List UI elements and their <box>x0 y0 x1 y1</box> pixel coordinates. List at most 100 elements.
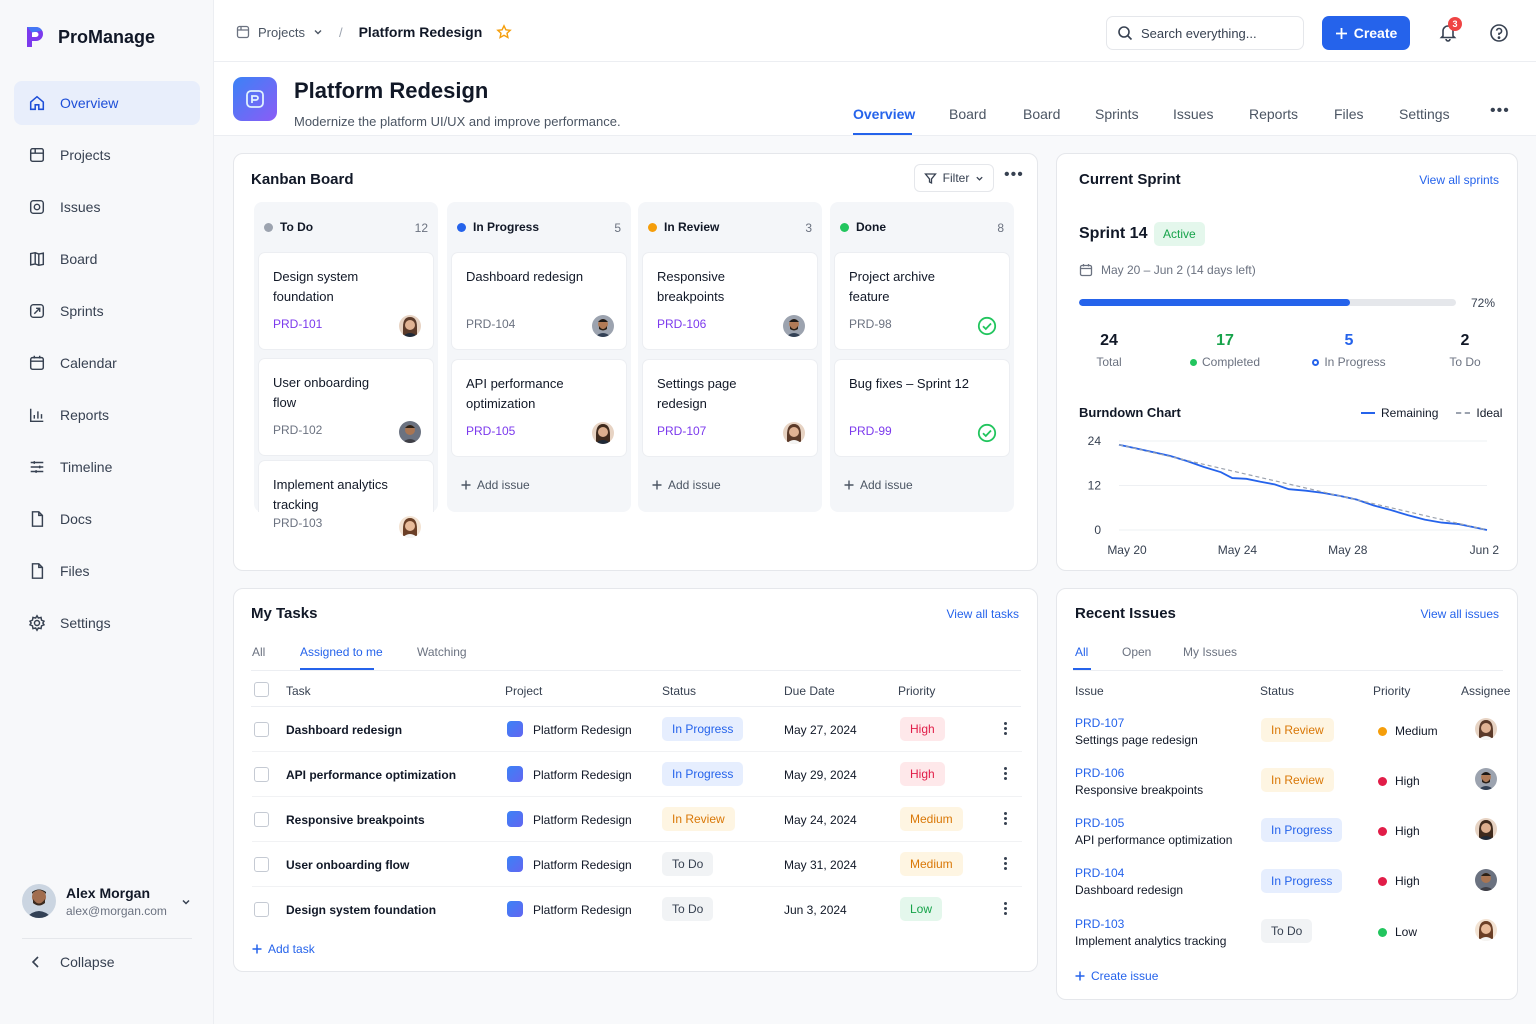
tab-reports[interactable]: Reports <box>1249 106 1299 122</box>
tab-sprints[interactable]: Sprints <box>1095 106 1139 122</box>
issue-id[interactable]: PRD-104 <box>1075 866 1125 880</box>
column-header: To Do <box>264 220 313 234</box>
create-button[interactable]: Create <box>1322 16 1410 50</box>
divider <box>251 670 1021 671</box>
view-all-tasks-link[interactable]: View all tasks <box>946 607 1019 621</box>
sidebar-item-sprints[interactable]: Sprints <box>14 289 200 333</box>
sidebar-item-docs[interactable]: Docs <box>14 497 200 541</box>
filter-button[interactable]: Filter <box>914 164 994 192</box>
star-icon[interactable] <box>496 24 513 40</box>
table-row[interactable]: Design system foundation Platform Redesi… <box>252 887 1022 932</box>
notifications-button[interactable]: 3 <box>1438 17 1462 45</box>
legend-remaining: Remaining <box>1381 406 1439 420</box>
sidebar-item-files[interactable]: Files <box>14 549 200 593</box>
app-logo[interactable]: ProManage <box>24 24 155 50</box>
user-profile[interactable]: Alex Morgan alex@morgan.com <box>22 884 192 918</box>
row-checkbox[interactable] <box>254 857 269 872</box>
more-tabs-button[interactable]: ••• <box>1490 102 1510 119</box>
row-menu-button[interactable] <box>1004 767 1008 782</box>
select-all-checkbox[interactable] <box>254 682 269 697</box>
issue-id[interactable]: PRD-105 <box>1075 816 1125 830</box>
task-name[interactable]: User onboarding flow <box>286 858 410 872</box>
tasks-tab-assigned[interactable]: Assigned to me <box>300 645 383 659</box>
tab-board[interactable]: Board <box>949 106 987 122</box>
add-task-button[interactable]: Add task <box>252 942 315 956</box>
chevron-down-icon[interactable] <box>180 896 192 908</box>
sidebar-item-timeline[interactable]: Timeline <box>14 445 200 489</box>
tab-board-2[interactable]: Board <box>1023 106 1061 122</box>
issue-card[interactable]: User onboarding flow PRD-102 <box>258 358 434 456</box>
table-row[interactable]: Dashboard redesign Platform Redesign In … <box>252 707 1022 752</box>
card-id: PRD-102 <box>273 423 323 437</box>
row-checkbox[interactable] <box>254 722 269 737</box>
task-project: Platform Redesign <box>533 813 632 827</box>
gear-icon <box>28 614 46 632</box>
sidebar-item-overview[interactable]: Overview <box>14 81 200 125</box>
task-name[interactable]: Design system foundation <box>286 903 437 917</box>
table-row[interactable]: User onboarding flow Platform Redesign T… <box>252 842 1022 887</box>
legend-ideal: Ideal <box>1476 406 1503 420</box>
view-all-issues-link[interactable]: View all issues <box>1420 607 1499 621</box>
issue-card[interactable]: Responsive breakpoints PRD-106 <box>642 252 818 350</box>
row-menu-button[interactable] <box>1004 812 1008 827</box>
issues-tab-my-issues[interactable]: My Issues <box>1183 645 1238 659</box>
column-count: 3 <box>805 221 812 235</box>
tab-files[interactable]: Files <box>1334 106 1364 122</box>
tasks-tab-all[interactable]: All <box>252 645 266 659</box>
issue-card[interactable]: Design system foundation PRD-101 <box>258 252 434 350</box>
row-menu-button[interactable] <box>1004 857 1008 872</box>
issue-id[interactable]: PRD-107 <box>1075 716 1125 730</box>
row-checkbox[interactable] <box>254 767 269 782</box>
issue-card[interactable]: Project archive feature PRD-98 <box>834 252 1010 350</box>
top-bar: Projects / Platform Redesign Search ever… <box>214 0 1536 62</box>
kanban-more-button[interactable]: ••• <box>1004 166 1024 183</box>
row-checkbox[interactable] <box>254 902 269 917</box>
search-input[interactable]: Search everything... <box>1106 16 1304 50</box>
issue-card[interactable]: API performance optimization PRD-105 <box>451 359 627 457</box>
issue-card[interactable]: Settings page redesign PRD-107 <box>642 359 818 457</box>
tab-issues[interactable]: Issues <box>1173 106 1214 122</box>
issue-card[interactable]: Dashboard redesign PRD-104 <box>451 252 627 350</box>
issue-card[interactable]: Bug fixes – Sprint 12 PRD-99 <box>834 359 1010 457</box>
issues-tab-open[interactable]: Open <box>1122 645 1152 659</box>
issues-tab-all[interactable]: All <box>1075 645 1089 659</box>
row-menu-button[interactable] <box>1004 722 1008 737</box>
task-name[interactable]: Responsive breakpoints <box>286 813 425 827</box>
add-issue-button[interactable]: Add issue <box>461 478 530 492</box>
task-name[interactable]: API performance optimization <box>286 768 457 782</box>
tasks-tab-watching[interactable]: Watching <box>417 645 467 659</box>
tab-settings[interactable]: Settings <box>1399 106 1450 122</box>
column-name: In Progress <box>473 220 540 234</box>
breadcrumb-projects[interactable]: Projects <box>258 24 305 40</box>
issue-id[interactable]: PRD-103 <box>1075 917 1125 931</box>
sidebar-item-board[interactable]: Board <box>14 237 200 281</box>
task-name[interactable]: Dashboard redesign <box>286 723 403 737</box>
add-issue-button[interactable]: Add issue <box>844 478 913 492</box>
issue-id[interactable]: PRD-106 <box>1075 766 1125 780</box>
row-menu-button[interactable] <box>1004 902 1008 917</box>
sidebar-item-reports[interactable]: Reports <box>14 393 200 437</box>
chevron-down-icon[interactable] <box>313 27 323 37</box>
issue-card[interactable]: Implement analytics tracking PRD-103 <box>258 460 434 538</box>
sidebar-item-label: Sprints <box>60 303 104 319</box>
help-icon[interactable] <box>1489 23 1509 43</box>
add-issue-button[interactable]: Add issue <box>652 478 721 492</box>
sidebar-item-calendar[interactable]: Calendar <box>14 341 200 385</box>
status-dot <box>840 222 849 232</box>
table-row[interactable]: Responsive breakpoints Platform Redesign… <box>252 797 1022 842</box>
filter-label: Filter <box>942 171 970 185</box>
row-checkbox[interactable] <box>254 812 269 827</box>
create-issue-button[interactable]: Create issue <box>1075 969 1158 983</box>
sidebar-item-settings[interactable]: Settings <box>14 601 200 645</box>
column-header-project: Project <box>505 684 543 698</box>
collapse-button[interactable]: Collapse <box>30 954 114 970</box>
view-all-sprints-link[interactable]: View all sprints <box>1419 173 1499 187</box>
table-row[interactable]: API performance optimization Platform Re… <box>252 752 1022 797</box>
task-due-date: May 31, 2024 <box>784 858 857 872</box>
column-name: To Do <box>280 220 314 234</box>
tab-overview[interactable]: Overview <box>853 106 916 122</box>
breadcrumb-separator: / <box>338 24 343 40</box>
sidebar-item-issues[interactable]: Issues <box>14 185 200 229</box>
plus-icon <box>252 944 262 954</box>
sidebar-item-projects[interactable]: Projects <box>14 133 200 177</box>
